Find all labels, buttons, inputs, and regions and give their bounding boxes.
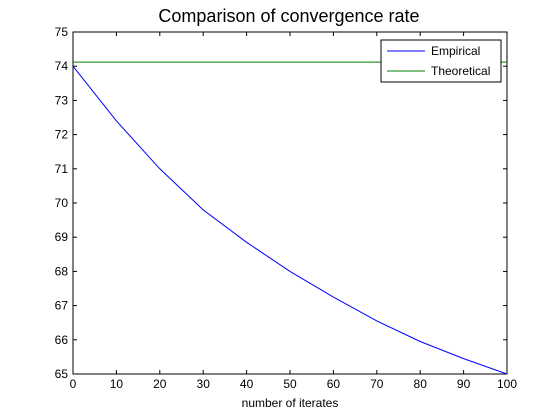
y-tick-label: 74 — [55, 59, 69, 73]
y-tick-label: 67 — [55, 299, 69, 313]
y-tick-label: 68 — [55, 264, 69, 278]
y-tick-label: 70 — [55, 196, 69, 210]
x-tick-label: 30 — [197, 377, 211, 391]
x-tick-label: 10 — [110, 377, 124, 391]
y-tick-label: 75 — [55, 25, 69, 39]
series-line-empirical — [72, 65, 508, 375]
chart-title: Comparison of convergence rate — [158, 6, 419, 26]
x-tick-label: 20 — [153, 377, 167, 391]
y-tick-label: 71 — [55, 162, 69, 176]
x-tick-label: 70 — [370, 377, 384, 391]
legend-label-empirical: Empirical — [431, 44, 480, 58]
legend-label-theoretical: Theoretical — [431, 64, 490, 78]
y-tick-label: 65 — [55, 367, 69, 381]
x-tick-label: 40 — [240, 377, 254, 391]
x-tick-label: 100 — [497, 377, 517, 391]
legend: Empirical Theoretical — [380, 39, 502, 83]
legend-box — [380, 39, 502, 83]
axis-ticks: 0 10 20 30 40 50 60 70 80 90 100 65 66 67 68 69 70 71 72 73… — [55, 25, 518, 391]
y-tick-label: 72 — [55, 128, 69, 142]
y-tick-label: 66 — [55, 333, 69, 347]
x-tick-label: 50 — [283, 377, 297, 391]
y-tick-label: 69 — [55, 230, 69, 244]
plot-area — [72, 31, 508, 375]
x-tick-label: 60 — [327, 377, 341, 391]
x-axis-label: number of iterates — [242, 396, 339, 410]
x-tick-label: 90 — [457, 377, 471, 391]
x-tick-label: 80 — [414, 377, 428, 391]
y-tick-label: 73 — [55, 93, 69, 107]
x-tick-label: 0 — [70, 377, 77, 391]
